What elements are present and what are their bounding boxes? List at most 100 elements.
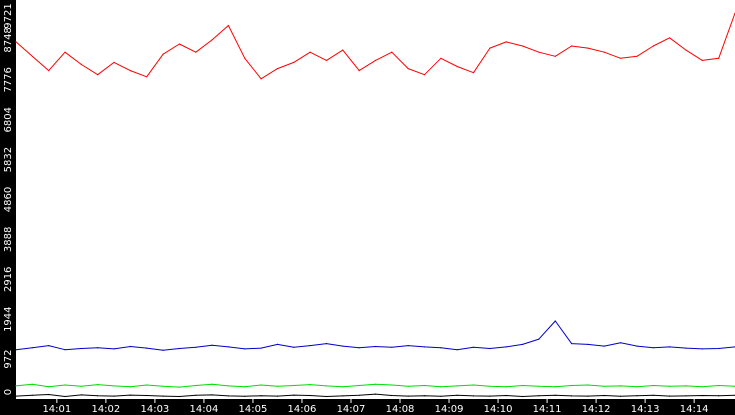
series-4-point (325, 395, 328, 398)
series-3-point (718, 384, 720, 387)
series-1-point (80, 63, 82, 66)
series-3-point (15, 385, 17, 387)
series-4-point (587, 395, 589, 397)
series-3-point (80, 385, 82, 387)
series-3-point (538, 385, 540, 387)
x-tick-label: 14:06 (288, 404, 317, 415)
series-2-point (211, 344, 213, 346)
series-1-point (146, 76, 148, 78)
series-2-point (15, 349, 17, 351)
series-4-point (80, 394, 82, 396)
series-1-point (195, 51, 197, 53)
series-4-point (374, 393, 377, 395)
series-1-point (276, 68, 279, 70)
series-1-point (374, 59, 377, 62)
series-4-point (407, 395, 409, 397)
series-lines (15, 12, 735, 398)
series-1-point (603, 51, 605, 53)
x-tick-label: 14:14 (680, 404, 709, 415)
x-tick-label: 14:04 (190, 404, 219, 415)
y-axis-bar (0, 0, 16, 415)
series-1-point (472, 72, 475, 74)
series-1-point (440, 57, 442, 59)
series-4-point (571, 395, 573, 397)
series-2-point (456, 349, 458, 351)
series-1-point (456, 65, 458, 68)
series-3-point (636, 386, 638, 388)
series-4-point (146, 394, 148, 397)
series-2-point (701, 348, 703, 350)
series-3-point (64, 384, 66, 386)
series-3-point (472, 384, 475, 386)
series-4-point (423, 395, 426, 397)
series-2-point (31, 347, 33, 349)
y-tick-label: 6804 (3, 107, 14, 132)
series-2-point (538, 338, 540, 340)
series-1-point (718, 57, 720, 59)
series-2-point (48, 345, 50, 347)
series-4-point (113, 395, 115, 397)
series-1-point (64, 51, 66, 53)
series-2-point (325, 343, 328, 345)
series-4-point (391, 394, 393, 397)
series-4-point (31, 394, 33, 396)
x-tick-label: 14:07 (337, 404, 366, 415)
series-3-point (244, 386, 246, 388)
series-1-point (669, 37, 671, 39)
series-4-point (685, 395, 687, 397)
series-4-point (309, 394, 311, 397)
series-2-point (423, 346, 426, 348)
series-2-point (113, 348, 115, 350)
x-axis-bar (0, 399, 735, 415)
series-4-point (472, 395, 475, 397)
series-4-point (211, 394, 213, 396)
series-3-point (113, 385, 115, 387)
series-4-point (522, 395, 524, 398)
series-3-point (211, 383, 213, 385)
series-3-point (309, 384, 311, 386)
series-1-point (342, 49, 344, 51)
series-1-point (391, 51, 393, 53)
series-4-point (554, 394, 556, 396)
series-2-point (472, 346, 475, 348)
series-3-point (374, 383, 377, 385)
series-2-point (685, 347, 687, 349)
series-4-point (342, 395, 344, 397)
series-2-point (620, 342, 622, 344)
series-3-point (456, 385, 458, 387)
series-1-point (423, 74, 426, 76)
series-3-point (227, 385, 229, 387)
series-3-point (260, 384, 262, 386)
series-4-point (718, 395, 720, 397)
series-3-point (48, 386, 50, 388)
series-4-point (489, 395, 491, 397)
series-1-point (244, 57, 246, 59)
series-3-point (489, 385, 491, 387)
series-1-point (554, 55, 556, 57)
series-2-point (129, 345, 131, 348)
series-1-point (489, 47, 491, 49)
series-4-point (669, 395, 671, 397)
series-2-point (391, 346, 393, 348)
series-1-point (636, 55, 638, 57)
series-2-point (358, 347, 360, 349)
series-3-point (146, 384, 148, 386)
y-tick-label: 4860 (3, 187, 14, 212)
series-3-point (620, 385, 622, 387)
series-4-point (620, 395, 622, 397)
series-2-point (342, 345, 344, 347)
series-1-point (15, 41, 17, 43)
y-tick-label: 8748 (3, 27, 14, 52)
series-4-point (505, 394, 507, 397)
series-3-point (554, 386, 556, 388)
series-3-point (358, 384, 360, 387)
series-3-point (669, 385, 671, 387)
y-tick-label: 7776 (3, 67, 14, 92)
series-2-point (97, 347, 99, 349)
series-1-point (652, 45, 654, 47)
series-1-point (227, 24, 229, 27)
series-3-point (685, 385, 687, 387)
series-1-point (571, 45, 573, 47)
series-2-point (260, 347, 262, 349)
